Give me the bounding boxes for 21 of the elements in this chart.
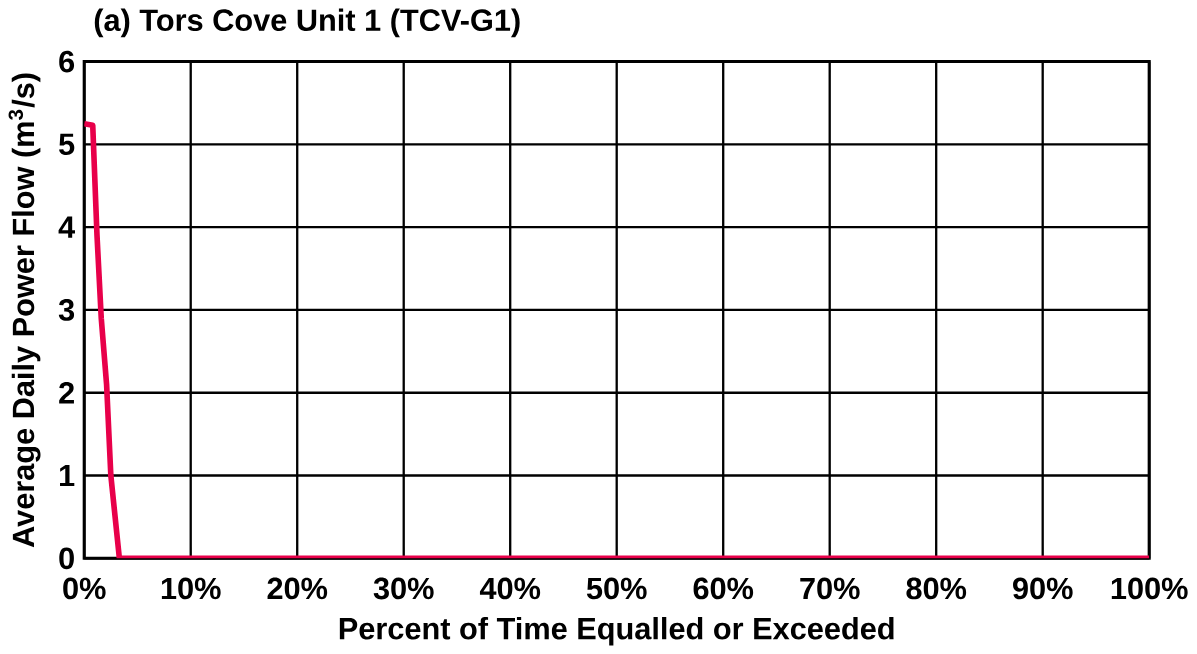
y-tick-label: 1 [60, 464, 75, 487]
x-tick-label: 70% [800, 577, 860, 600]
x-axis-title: Percent of Time Equalled or Exceeded [339, 616, 894, 646]
y-tick-label: 0 [59, 547, 74, 570]
x-tick-label: 60% [693, 577, 754, 600]
x-tick-label: 100% [1111, 577, 1188, 600]
y-tick-label: 6 [59, 50, 75, 73]
y-tick-label: 2 [59, 381, 74, 404]
y-tick-label: 3 [58, 298, 75, 321]
x-tick-label: 40% [479, 577, 541, 600]
x-tick-label: 80% [906, 577, 967, 600]
x-tick-label: 0% [63, 577, 106, 600]
y-tick-label: 5 [59, 133, 75, 156]
y-axis-title: Average Daily Power Flow (m$^{3}$/s) [8, 73, 41, 548]
x-tick-label: 20% [267, 577, 328, 600]
x-tick-label: 90% [1013, 577, 1073, 600]
x-tick-label: 50% [586, 577, 647, 600]
x-tick-label: 10% [161, 577, 221, 600]
y-tick-label: 4 [58, 216, 75, 238]
chart-title: (a) Tors Cove Unit 1 (TCV-G1) [94, 8, 520, 38]
x-tick-label: 30% [373, 577, 434, 600]
